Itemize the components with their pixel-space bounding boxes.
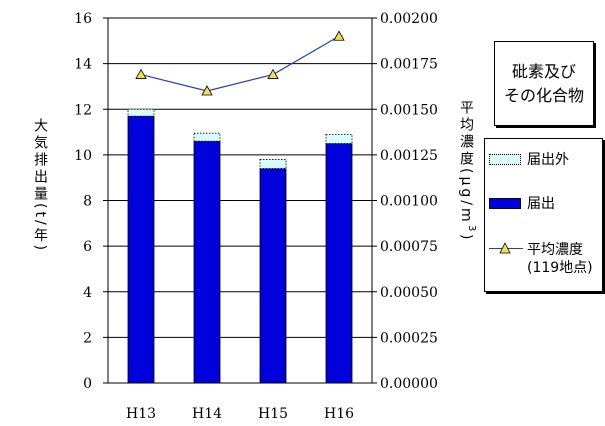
bar-todokede-H16 bbox=[325, 143, 353, 384]
y-tick-label-left: 8 bbox=[83, 194, 92, 210]
y-tick-label-right: 0.00075 bbox=[380, 239, 438, 255]
y-axis-right-label: 平均濃度(μg/m3) bbox=[456, 100, 477, 243]
y-tick-label-right: 0.00125 bbox=[380, 148, 438, 164]
legend-label-todokedegai: 届出外 bbox=[527, 152, 569, 168]
legend-item-todokedegai: 届出外 bbox=[489, 149, 569, 169]
y-tick-label-right: 0.00000 bbox=[380, 376, 438, 392]
x-tick-label: H14 bbox=[192, 406, 222, 422]
y-tick-label-left: 12 bbox=[74, 102, 92, 118]
x-tick-label: H13 bbox=[126, 406, 156, 422]
chart-title-line-2: その化合物 bbox=[503, 85, 584, 105]
legend-swatch-todokede bbox=[489, 197, 521, 209]
chart-title-box: 砒素及び その化合物 bbox=[494, 41, 594, 126]
point-heikin-H15 bbox=[267, 68, 279, 79]
point-heikin-H14 bbox=[201, 85, 213, 96]
legend-item-todokede: 届出 bbox=[489, 193, 555, 213]
chart-title-line-1: 砒素及び bbox=[511, 61, 576, 81]
point-heikin-H13 bbox=[135, 68, 147, 79]
x-tick-label: H15 bbox=[258, 406, 288, 422]
legend-label-heikin: 平均濃度 bbox=[527, 242, 583, 258]
x-tick-label: H16 bbox=[324, 406, 354, 422]
legend-label-todokede: 届出 bbox=[527, 196, 555, 212]
y-tick-label-left: 16 bbox=[74, 11, 92, 27]
y-axis-left-label: 大気排出量(t/年) bbox=[32, 118, 48, 254]
legend-item-heikin: 平均濃度 (119地点) bbox=[489, 241, 593, 277]
y-axis-right-label-end: ) bbox=[458, 234, 474, 243]
bar-todokedegai-H14 bbox=[193, 132, 221, 142]
y-tick-label-left: 6 bbox=[83, 239, 92, 255]
bar-todokede-H15 bbox=[259, 168, 287, 384]
bar-todokede-H14 bbox=[193, 140, 221, 384]
y-tick-label-left: 14 bbox=[74, 57, 92, 73]
point-heikin-H16 bbox=[333, 30, 345, 41]
y-axis-right-label-sup: 3 bbox=[466, 224, 477, 234]
y-tick-label-left: 4 bbox=[83, 285, 92, 301]
y-tick-label-right: 0.00150 bbox=[380, 102, 438, 118]
y-tick-label-right: 0.00200 bbox=[380, 11, 438, 27]
y-axis-right-label-main: 平均濃度(μg/m bbox=[458, 100, 474, 225]
bar-todokede-H13 bbox=[127, 115, 155, 384]
triangle-marker-icon bbox=[499, 242, 511, 254]
legend: 届出外 届出 平均濃度 (119地点) bbox=[484, 138, 603, 292]
y-tick-label-right: 0.00175 bbox=[380, 57, 438, 73]
y-tick-label-right: 0.00025 bbox=[380, 330, 438, 346]
legend-label-heikin-note: (119地点) bbox=[527, 260, 593, 276]
y-tick-label-right: 0.00100 bbox=[380, 194, 438, 210]
line-heikin bbox=[140, 35, 340, 92]
legend-line-heikin bbox=[489, 241, 523, 255]
bar-todokedegai-H16 bbox=[325, 133, 353, 144]
y-tick-label-left: 10 bbox=[74, 148, 92, 164]
y-tick-label-left: 0 bbox=[83, 376, 92, 392]
y-tick-label-left: 2 bbox=[83, 330, 92, 346]
bar-todokedegai-H15 bbox=[259, 159, 287, 169]
bar-todokedegai-H13 bbox=[127, 108, 155, 117]
y-tick-label-right: 0.00050 bbox=[380, 285, 438, 301]
legend-swatch-todokedegai bbox=[489, 153, 521, 165]
